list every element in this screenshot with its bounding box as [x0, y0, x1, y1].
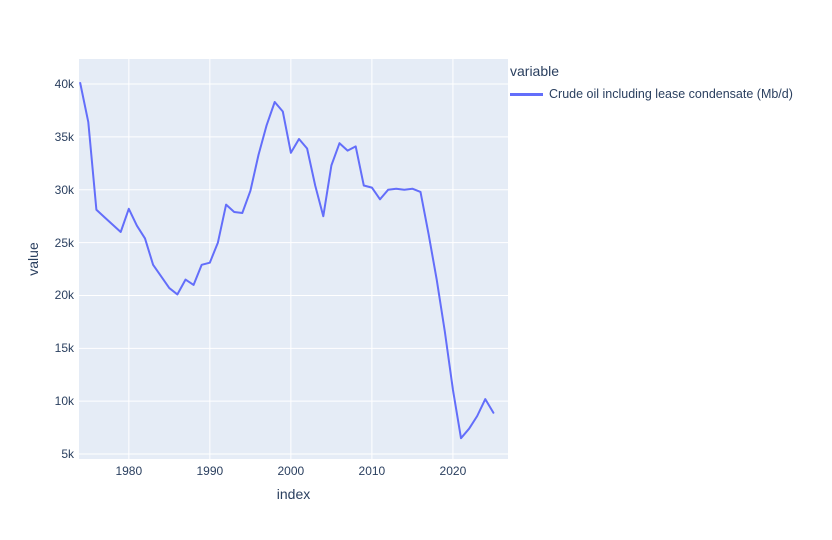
- legend-title: variable: [510, 63, 560, 79]
- x-axis-tick-label: 1980: [115, 464, 143, 478]
- y-axis-tick-label: 40k: [54, 77, 74, 92]
- legend-line-swatch-icon: [510, 93, 543, 96]
- legend: variable Crude oil including lease conde…: [510, 63, 793, 102]
- y-axis-tick-label: 15k: [54, 341, 74, 356]
- y-axis-tick-label: 10k: [54, 394, 74, 409]
- legend-item-label: Crude oil including lease condensate (Mb…: [549, 87, 793, 101]
- x-axis-tick-label: 2000: [277, 464, 305, 478]
- gridlines: [79, 59, 508, 459]
- series-line-crude-oil[interactable]: [79, 82, 495, 440]
- y-axis-tick-label: 35k: [54, 129, 74, 144]
- x-axis-tick-label: 1990: [196, 464, 224, 478]
- y-axis-tick-label: 30k: [54, 182, 74, 197]
- x-axis-title: index: [276, 486, 311, 502]
- y-axis-tick-label: 20k: [54, 288, 74, 303]
- y-axis-tick-label: 25k: [54, 235, 74, 250]
- y-axis-tick-label: 5k: [61, 447, 74, 462]
- legend-item-crude-oil[interactable]: Crude oil including lease condensate (Mb…: [510, 87, 793, 102]
- x-axis-tick-label: 2010: [358, 464, 386, 478]
- x-axis-tick-label: 2020: [439, 464, 467, 478]
- plot-area-background[interactable]: [79, 59, 508, 459]
- y-axis-title: value: [25, 242, 41, 276]
